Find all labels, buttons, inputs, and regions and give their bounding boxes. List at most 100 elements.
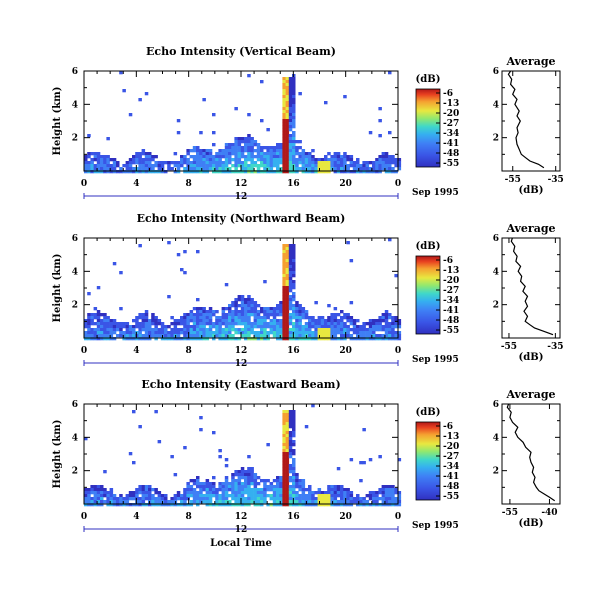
heatmap-cell	[205, 322, 210, 326]
heatmap-cell	[272, 313, 277, 317]
heatmap-cell	[388, 325, 392, 329]
heatmap-cell	[138, 170, 142, 174]
heatmap-cell	[84, 497, 88, 501]
heatmap-cell	[218, 337, 222, 341]
heatmap-cell	[221, 155, 226, 159]
heatmap-cell	[308, 164, 312, 168]
average-x-label: (dB)	[519, 185, 544, 196]
heatmap-cell	[301, 337, 306, 341]
heatmap-cell	[330, 491, 334, 495]
heatmap-cell	[397, 158, 402, 162]
heatmap-cell	[212, 503, 216, 507]
heatmap-cell	[244, 503, 248, 507]
heatmap-cell	[186, 316, 190, 320]
heatmap-cell	[228, 152, 232, 156]
heatmap-cell	[221, 497, 226, 501]
heatmap-cell	[292, 476, 296, 480]
heatmap-cell	[260, 158, 264, 162]
heatmap-cell	[333, 307, 338, 311]
heatmap-cell	[333, 334, 338, 338]
heatmap-cell	[157, 322, 162, 326]
heatmap-cell	[301, 316, 306, 320]
average-x-tick-label: -35	[548, 175, 564, 185]
heatmap-cell	[192, 146, 197, 150]
date-suffix: Sep 1995	[412, 355, 459, 365]
heatmap-cell	[285, 425, 290, 429]
heatmap-cell	[285, 482, 290, 486]
heatmap-cell	[324, 331, 328, 335]
heatmap-cell	[151, 328, 155, 332]
heatmap-cell	[224, 458, 229, 462]
heatmap-cell	[106, 497, 110, 501]
heatmap-cell	[205, 479, 210, 483]
heatmap-cell	[247, 301, 251, 305]
heatmap-cell	[138, 155, 142, 159]
heatmap-cell	[311, 404, 315, 408]
heatmap-cell	[253, 482, 258, 486]
heatmap-cell	[276, 482, 280, 486]
heatmap-cell	[240, 334, 245, 338]
heatmap-cell	[282, 89, 286, 93]
heatmap-cell	[234, 316, 238, 320]
heatmap-cell	[308, 167, 312, 171]
heatmap-cell	[250, 140, 254, 144]
y-axis: 642	[72, 400, 398, 505]
heatmap-cell	[192, 170, 197, 174]
heatmap-cell	[231, 337, 235, 341]
heatmap-cell	[391, 491, 395, 495]
heatmap-cell	[397, 331, 402, 335]
heatmap-cell	[314, 503, 318, 507]
heatmap-cell	[340, 488, 344, 492]
heatmap-cell	[272, 310, 277, 314]
heatmap-cell	[292, 122, 296, 126]
heatmap-cell	[378, 491, 382, 495]
heatmap-cell	[196, 500, 200, 504]
heatmap-cell	[327, 491, 331, 495]
heatmap-cell	[327, 316, 331, 320]
heatmap-cell	[282, 491, 286, 495]
heatmap-cell	[288, 98, 293, 102]
heatmap-cell	[244, 500, 248, 504]
heatmap-cell	[247, 152, 251, 156]
heatmap-cell	[141, 316, 146, 320]
heatmap-cell	[244, 310, 248, 314]
heatmap-cell	[292, 422, 296, 426]
heatmap-cell	[128, 113, 133, 117]
heatmap-cell	[282, 319, 286, 323]
heatmap-cell	[314, 328, 318, 332]
heatmap-cell	[135, 337, 139, 341]
heatmap-cell	[343, 494, 347, 498]
heatmap-cell	[327, 337, 331, 341]
heatmap-cell	[93, 155, 98, 159]
heatmap-cell	[260, 325, 264, 329]
heatmap-cell	[282, 316, 286, 320]
heatmap-cell	[87, 325, 91, 329]
heatmap-cell	[90, 322, 94, 326]
average-title: Average	[505, 388, 555, 401]
heatmap-cell	[298, 167, 302, 171]
heatmap-cell	[394, 164, 398, 168]
heatmap-cell	[384, 155, 389, 159]
heatmap-cell	[295, 334, 299, 338]
heatmap-cell	[218, 149, 222, 153]
heatmap-cell	[234, 319, 238, 323]
heatmap-cell	[324, 164, 328, 168]
heatmap-cell	[336, 328, 341, 332]
heatmap-cell	[167, 334, 171, 338]
heatmap-cell	[336, 337, 341, 341]
heatmap-cell	[234, 155, 238, 159]
heatmap-cell	[250, 500, 254, 504]
heatmap-cell	[237, 149, 242, 153]
average-x-tick-label: -40	[541, 508, 557, 518]
heatmap-cell	[141, 328, 146, 332]
heatmap-cell	[324, 101, 328, 105]
x-tick-label: 4	[133, 346, 139, 356]
heatmap-cell	[288, 86, 293, 90]
heatmap-cell	[244, 158, 248, 162]
heatmap-cell	[288, 425, 293, 429]
heatmap-cell	[234, 161, 238, 165]
heatmap-cell	[196, 476, 200, 480]
heatmap-cell	[304, 316, 309, 320]
heatmap-cell	[397, 322, 402, 326]
heatmap-cell	[292, 491, 296, 495]
